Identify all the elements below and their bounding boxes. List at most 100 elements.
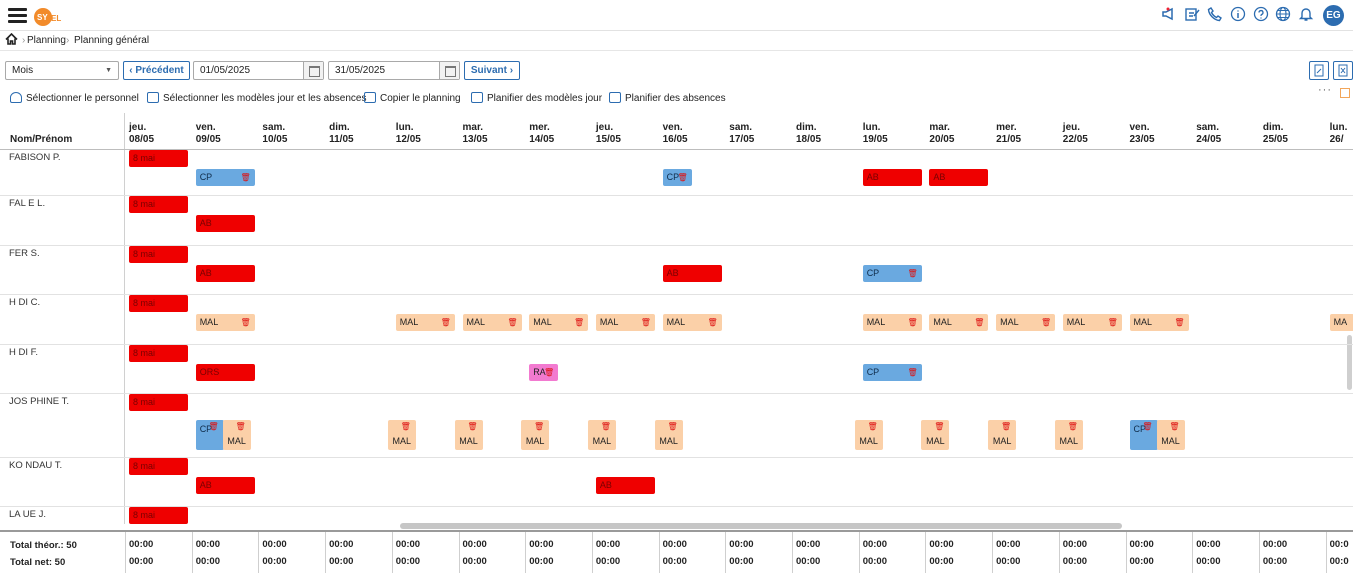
planning-entry-orange[interactable]: MAL 🗑 bbox=[529, 314, 589, 331]
trash-icon[interactable]: 🗑 bbox=[507, 318, 518, 327]
planning-entry-red[interactable]: 8 mai bbox=[129, 345, 188, 362]
planning-entry-red[interactable]: 8 mai bbox=[129, 507, 188, 524]
trash-icon[interactable]: 🗑 bbox=[544, 368, 555, 377]
trash-icon[interactable]: 🗑 bbox=[640, 318, 651, 327]
trash-icon[interactable]: 🗑 bbox=[907, 368, 918, 377]
planning-entry-red[interactable]: 8 mai bbox=[129, 150, 188, 167]
planning-entry-orange[interactable]: MAL 🗑 bbox=[1054, 420, 1083, 450]
planning-entry-orange[interactable]: MAL 🗑 bbox=[595, 314, 655, 331]
info-icon[interactable] bbox=[1230, 6, 1246, 24]
employee-name[interactable]: H DI F. bbox=[9, 347, 39, 358]
megaphone-icon[interactable] bbox=[1161, 6, 1177, 24]
globe-icon[interactable] bbox=[1275, 6, 1291, 24]
planning-entry-red[interactable]: AB bbox=[195, 215, 255, 232]
planning-entry-red[interactable]: AB bbox=[195, 477, 255, 494]
bell-icon[interactable] bbox=[1298, 6, 1314, 24]
trash-icon[interactable]: 🗑 bbox=[467, 422, 478, 431]
help-icon[interactable] bbox=[1253, 6, 1269, 24]
plan-absences-action[interactable]: Planifier des absences bbox=[609, 92, 726, 106]
planning-entry-orange[interactable]: MAL 🗑 bbox=[862, 314, 922, 331]
planning-entry-red[interactable]: AB bbox=[929, 169, 989, 186]
planning-entry-blue[interactable]: CP 🗑 bbox=[662, 169, 692, 186]
planning-entry-red[interactable]: 8 mai bbox=[129, 394, 188, 411]
trash-icon[interactable]: 🗑 bbox=[907, 269, 918, 278]
employee-name[interactable]: LA UE J. bbox=[9, 509, 46, 520]
planning-entry-blue[interactable]: CP 🗑 bbox=[862, 265, 922, 282]
employee-name[interactable]: H DI C. bbox=[9, 297, 41, 308]
trash-icon[interactable]: 🗑 bbox=[1040, 318, 1052, 327]
planning-entry-orange[interactable]: MAL 🗑 bbox=[996, 314, 1056, 331]
trash-icon[interactable]: 🗑 bbox=[600, 422, 611, 431]
hamburger-menu-icon[interactable] bbox=[8, 8, 27, 24]
planning-entry-red[interactable]: 8 mai bbox=[129, 196, 188, 213]
trash-icon[interactable]: 🗑 bbox=[574, 318, 585, 327]
planning-entry-orange[interactable]: MAL 🗑 bbox=[921, 420, 950, 450]
home-icon[interactable] bbox=[5, 32, 18, 48]
planning-entry-orange[interactable]: MAL 🗑 bbox=[854, 420, 883, 450]
trash-icon[interactable]: 🗑 bbox=[240, 173, 251, 182]
employee-name[interactable]: FABISON P. bbox=[9, 152, 61, 163]
planning-entry-red[interactable]: 8 mai bbox=[129, 246, 188, 263]
edit-notes-icon[interactable] bbox=[1184, 6, 1200, 24]
copy-planning-action[interactable]: Copier le planning bbox=[364, 92, 461, 106]
planning-entry-orange[interactable]: MAL 🗑 bbox=[222, 420, 251, 450]
trash-icon[interactable]: 🗑 bbox=[667, 422, 678, 431]
select-personnel-action[interactable]: Sélectionner le personnel bbox=[10, 92, 139, 106]
employee-name[interactable]: KO NDAU T. bbox=[9, 460, 63, 471]
employee-name[interactable]: FAL E L. bbox=[9, 198, 46, 209]
trash-icon[interactable]: 🗑 bbox=[235, 422, 246, 431]
trash-icon[interactable]: 🗑 bbox=[1067, 422, 1078, 431]
planning-entry-red[interactable]: 8 mai bbox=[129, 458, 188, 475]
planning-entry-orange[interactable]: MAL 🗑 bbox=[988, 420, 1017, 450]
user-avatar[interactable]: EG bbox=[1323, 5, 1344, 26]
horizontal-scrollbar[interactable] bbox=[400, 523, 1122, 529]
date-from-field[interactable]: 01/05/2025 bbox=[193, 61, 324, 80]
trash-icon[interactable]: 🗑 bbox=[707, 318, 718, 327]
planning-entry-red[interactable]: AB bbox=[595, 477, 655, 494]
next-button[interactable]: Suivant › bbox=[464, 61, 520, 80]
calendar-icon[interactable] bbox=[439, 62, 459, 79]
date-to-field[interactable]: 31/05/2025 bbox=[328, 61, 460, 80]
trash-icon[interactable]: 🗑 bbox=[534, 422, 545, 431]
plan-day-models-action[interactable]: Planifier des modèles jour bbox=[471, 92, 602, 106]
trash-icon[interactable]: 🗑 bbox=[677, 173, 688, 182]
trash-icon[interactable]: 🗑 bbox=[1107, 318, 1118, 327]
planning-entry-orange[interactable]: MAL 🗑 bbox=[462, 314, 522, 331]
planning-entry-orange[interactable]: MAL 🗑 bbox=[1156, 420, 1185, 450]
previous-button[interactable]: ‹ Précédent bbox=[123, 61, 190, 80]
trash-icon[interactable]: 🗑 bbox=[1000, 422, 1012, 431]
planning-entry-orange[interactable]: MAL 🗑 bbox=[587, 420, 616, 450]
planning-entry-red[interactable]: 8 mai bbox=[129, 295, 188, 312]
planning-entry-orange[interactable]: MAL 🗑 bbox=[395, 314, 455, 331]
select-models-action[interactable]: Sélectionner les modèles jour et les abs… bbox=[147, 92, 366, 106]
planning-entry-red[interactable]: AB bbox=[662, 265, 722, 282]
trash-icon[interactable]: 🗑 bbox=[1174, 318, 1185, 327]
expand-icon[interactable] bbox=[1340, 88, 1350, 98]
planning-entry-orange[interactable]: MAL 🗑 bbox=[387, 420, 416, 450]
trash-icon[interactable]: 🗑 bbox=[1169, 422, 1180, 431]
planning-entry-orange[interactable]: MAL 🗑 bbox=[1129, 314, 1189, 331]
trash-icon[interactable]: 🗑 bbox=[867, 422, 878, 431]
planning-entry-red[interactable]: ORS bbox=[195, 364, 255, 381]
planning-entry-blue[interactable]: CP 🗑 bbox=[195, 420, 224, 450]
more-options-icon[interactable]: ··· bbox=[1318, 84, 1332, 96]
planning-entry-orange[interactable]: MAL 🗑 bbox=[1062, 314, 1122, 331]
trash-icon[interactable]: 🗑 bbox=[400, 422, 411, 431]
trash-icon[interactable]: 🗑 bbox=[1142, 422, 1153, 431]
planning-entry-red[interactable]: AB bbox=[862, 169, 922, 186]
planning-entry-pink[interactable]: RA 🗑 bbox=[529, 364, 559, 381]
planning-entry-orange[interactable]: MAL 🗑 bbox=[654, 420, 683, 450]
period-select[interactable]: Mois ▼ bbox=[5, 61, 119, 80]
planning-entry-orange[interactable]: MA bbox=[1329, 314, 1353, 331]
planning-entry-blue[interactable]: CP 🗑 bbox=[195, 169, 255, 186]
trash-icon[interactable]: 🗑 bbox=[934, 422, 945, 431]
trash-icon[interactable]: 🗑 bbox=[907, 318, 918, 327]
employee-name[interactable]: JOS PHINE T. bbox=[9, 396, 70, 407]
trash-icon[interactable]: 🗑 bbox=[440, 318, 451, 327]
trash-icon[interactable]: 🗑 bbox=[974, 318, 985, 327]
breadcrumb-planning[interactable]: Planning bbox=[27, 35, 66, 46]
export-pdf-icon[interactable] bbox=[1309, 61, 1329, 80]
employee-name[interactable]: FER S. bbox=[9, 248, 40, 259]
planning-entry-orange[interactable]: MAL 🗑 bbox=[929, 314, 989, 331]
export-excel-icon[interactable] bbox=[1333, 61, 1353, 80]
